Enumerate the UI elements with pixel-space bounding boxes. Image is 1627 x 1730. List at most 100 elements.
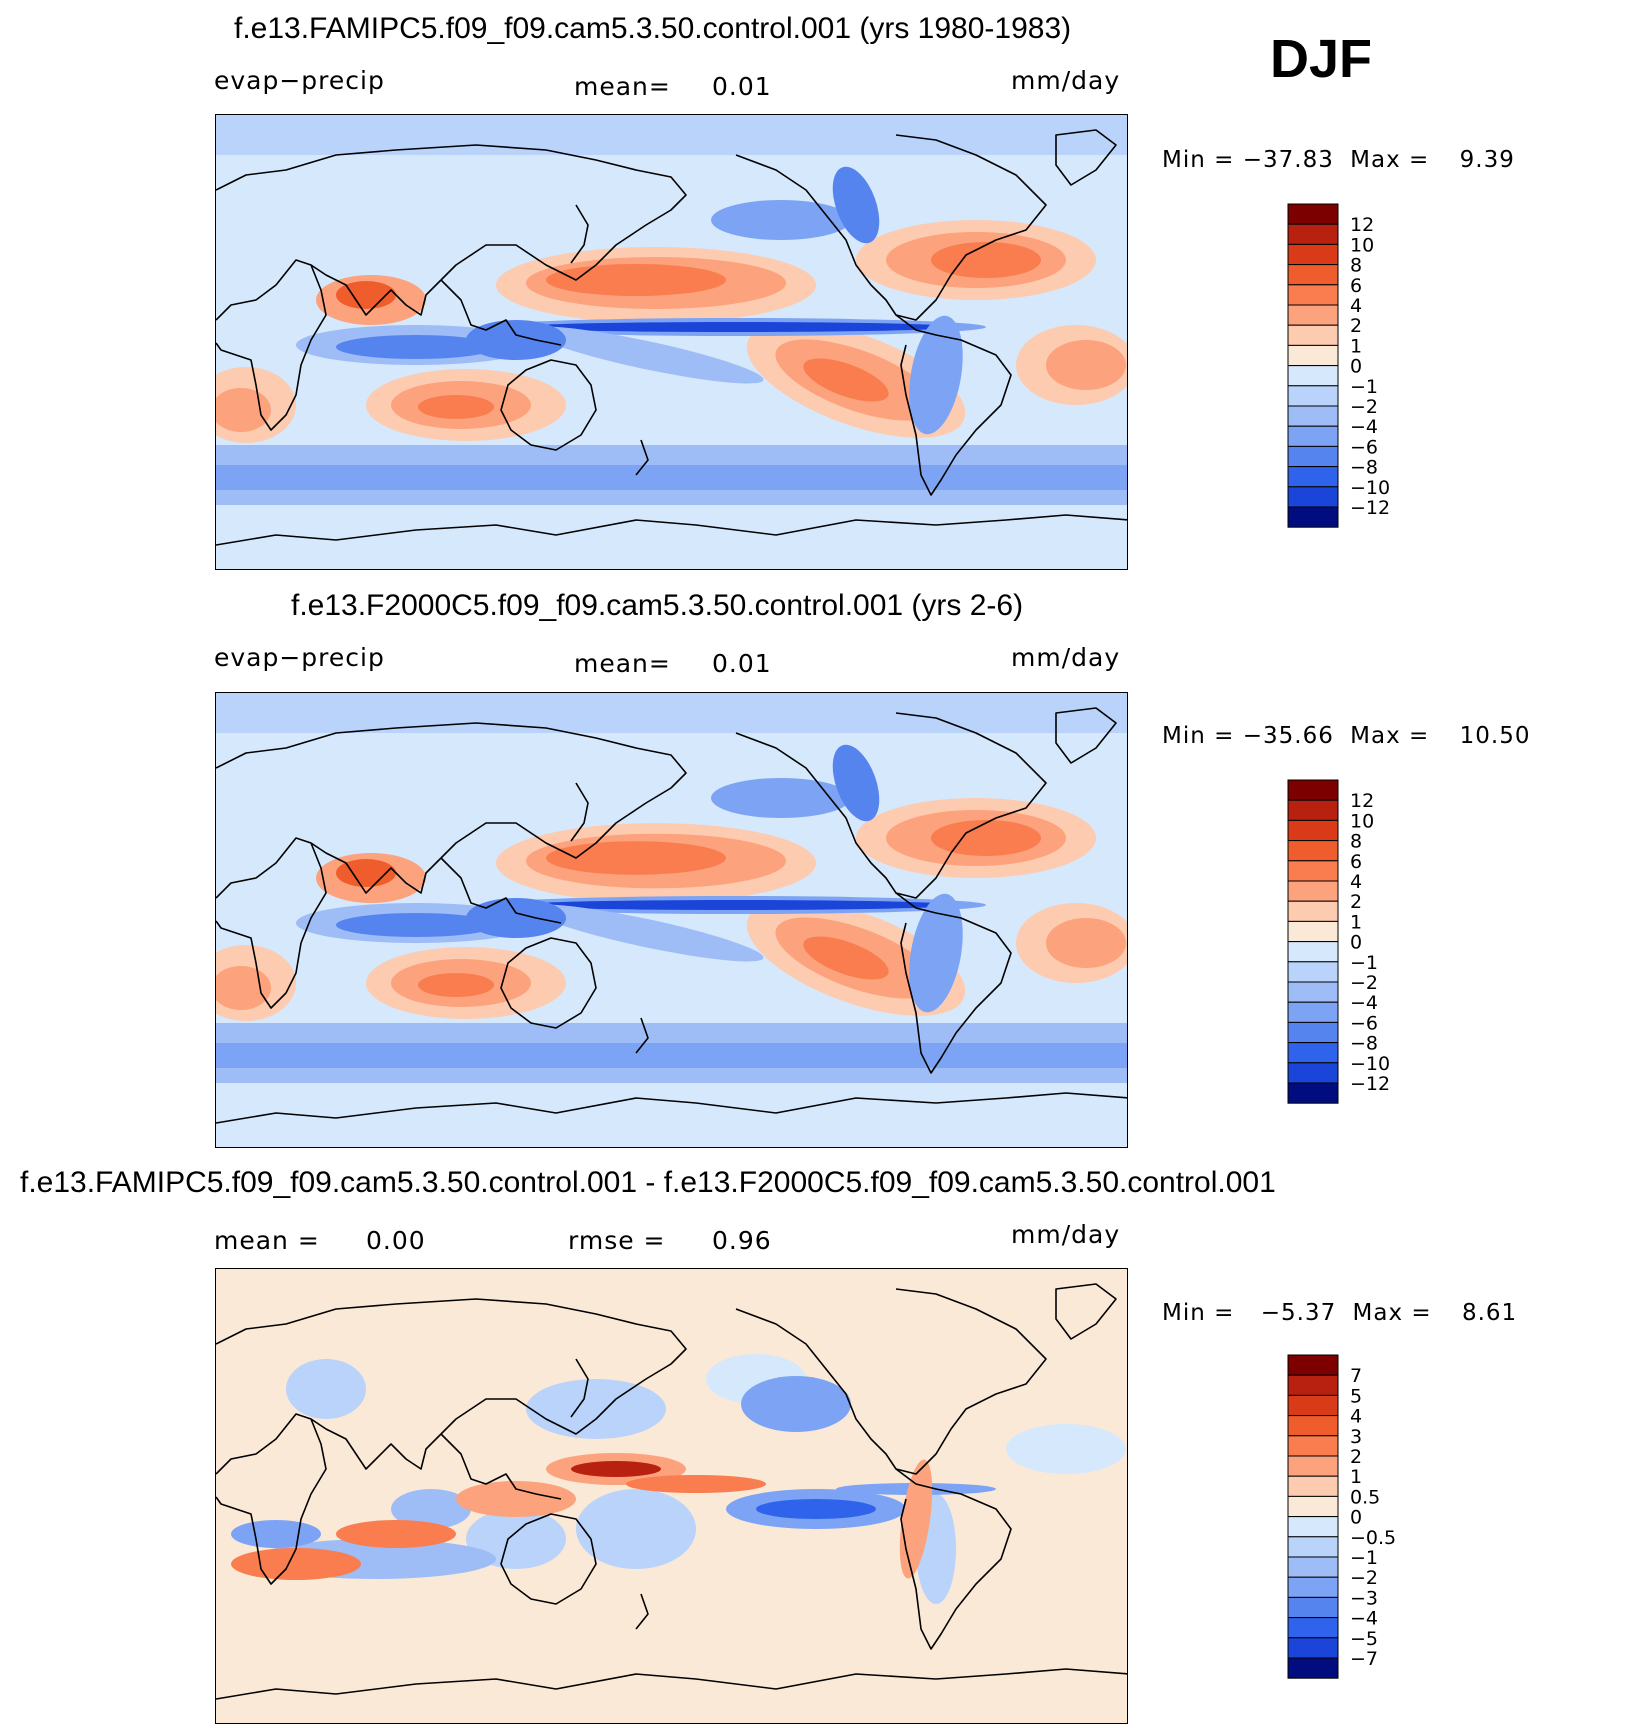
colorbar-swatch bbox=[1287, 1475, 1339, 1497]
colorbar-tick-label: −2 bbox=[1350, 396, 1378, 418]
panel-3-max-label: Max bbox=[1352, 1300, 1404, 1326]
coastline-segment bbox=[570, 1358, 589, 1418]
arabian-sea-peak bbox=[336, 859, 396, 887]
panel-1-min-label: Min bbox=[1162, 147, 1206, 173]
maritime-continent bbox=[466, 898, 566, 938]
colorbar-swatch bbox=[1287, 264, 1339, 286]
colorbar-swatch bbox=[1287, 1042, 1339, 1064]
colorbar-swatch bbox=[1287, 1596, 1339, 1619]
coastline-segment bbox=[216, 144, 687, 281]
spcz bbox=[528, 904, 764, 962]
west-pacific-peak bbox=[571, 1461, 661, 1477]
south-east-atlantic-core bbox=[216, 388, 271, 432]
north-pacific-peak bbox=[546, 264, 726, 296]
negative-anomaly bbox=[526, 1379, 666, 1439]
panel-1-variable-label: evap−precip bbox=[214, 66, 385, 95]
coastline-segment bbox=[440, 279, 562, 346]
panel-2-colorbar: 12 10 8 6 4 2 1 0 −1 −2 −4 −6 −8 −10 −12 bbox=[1287, 779, 1390, 1105]
north-atlantic-peak bbox=[931, 820, 1041, 856]
colorbar-swatch bbox=[1287, 1516, 1339, 1538]
colorbar-swatch bbox=[1287, 1617, 1339, 1639]
season-label: DJF bbox=[1270, 29, 1373, 89]
colorbar-tick-label: −1 bbox=[1350, 1547, 1378, 1569]
colorbar-swatch bbox=[1287, 1495, 1339, 1518]
colorbar-swatch bbox=[1287, 1455, 1339, 1477]
coastline-segment bbox=[735, 134, 1047, 321]
negative-anomaly bbox=[576, 1489, 696, 1569]
colorbar-swatch bbox=[1287, 1415, 1339, 1437]
colorbar-tick-label: −0.5 bbox=[1350, 1527, 1396, 1549]
panel-2-title: f.e13.F2000C5.f09_f09.cam5.3.50.control.… bbox=[291, 589, 1024, 622]
colorbar-tick-label: 6 bbox=[1350, 275, 1362, 297]
colorbar-swatch bbox=[1287, 1637, 1339, 1659]
coastline-segment bbox=[216, 514, 1127, 546]
colorbar-tick-label: 10 bbox=[1350, 810, 1374, 832]
panel-1-units-label: mm/day bbox=[1011, 66, 1121, 95]
colorbar-swatch bbox=[1287, 425, 1339, 447]
panel-1-title: f.e13.FAMIPC5.f09_f09.cam5.3.50.control.… bbox=[234, 12, 1072, 45]
south-east-atlantic-core bbox=[216, 966, 271, 1010]
negative-anomaly bbox=[391, 1489, 471, 1529]
field-contours bbox=[216, 115, 1127, 569]
maritime-positive bbox=[456, 1481, 576, 1517]
coastline-segment bbox=[895, 892, 1012, 1074]
panel-2-map bbox=[215, 692, 1128, 1148]
colorbar-swatch bbox=[1287, 1374, 1339, 1396]
colorbar-swatch bbox=[1287, 243, 1339, 266]
colorbar-tick-label: 2 bbox=[1350, 1446, 1362, 1468]
north-pacific-storm-track bbox=[711, 200, 851, 240]
coastline-segment bbox=[216, 722, 687, 859]
coastline-segment bbox=[570, 204, 589, 264]
south-atlantic-core bbox=[1046, 918, 1126, 968]
coastline-segment bbox=[216, 1092, 1127, 1124]
nh-highlat-band bbox=[216, 693, 1127, 733]
colorbar-tick-label: 8 bbox=[1350, 255, 1362, 277]
panel-2-mean-label: mean= bbox=[574, 649, 671, 678]
colorbar-tick-label: −3 bbox=[1350, 1587, 1378, 1609]
colorbar-swatch bbox=[1287, 860, 1339, 882]
panel-2-min-label: Min bbox=[1162, 723, 1206, 749]
alaska-coast bbox=[832, 166, 880, 244]
negative-anomaly bbox=[286, 1359, 366, 1419]
colorbar-tick-label: −1 bbox=[1350, 952, 1378, 974]
colorbar-swatch bbox=[1287, 1062, 1339, 1084]
coastline-segment bbox=[1055, 1283, 1117, 1340]
indian-ocean-convergence-core bbox=[336, 913, 496, 937]
colorbar-swatch bbox=[1287, 223, 1339, 245]
colorbar-tick-label: 2 bbox=[1350, 891, 1362, 913]
colorbar-swatch bbox=[1287, 1657, 1339, 1679]
panel-2-units-label: mm/day bbox=[1011, 643, 1121, 672]
panel-3-min-value: −5.37 bbox=[1260, 1300, 1337, 1326]
colorbar-tick-label: −2 bbox=[1350, 1567, 1378, 1589]
colorbar-swatch bbox=[1287, 304, 1339, 326]
colorbar-swatch bbox=[1287, 445, 1339, 468]
colorbar-tick-label: 0 bbox=[1350, 932, 1362, 954]
colorbar-swatch bbox=[1287, 365, 1339, 387]
colorbar-tick-label: 0 bbox=[1350, 1507, 1362, 1529]
south-indian-peak bbox=[418, 395, 494, 419]
panel-1-max-value: 9.39 bbox=[1459, 147, 1515, 173]
colorbar-tick-label: 10 bbox=[1350, 234, 1374, 256]
colorbar-swatch bbox=[1287, 486, 1339, 508]
coastline-segment bbox=[570, 782, 589, 842]
field-plot bbox=[216, 693, 1127, 1147]
south-atlantic-core bbox=[1046, 340, 1126, 390]
panel-3-map bbox=[215, 1268, 1128, 1724]
panel-1-min-value: −37.83 bbox=[1242, 147, 1334, 173]
coastlines bbox=[216, 707, 1127, 1124]
coastline-segment bbox=[216, 1298, 687, 1435]
nh-highlat-band bbox=[216, 115, 1127, 155]
colorbar-tick-label: 4 bbox=[1350, 295, 1362, 317]
colorbar-tick-label: −6 bbox=[1350, 1012, 1378, 1034]
colorbar-tick-label: 4 bbox=[1350, 1406, 1362, 1428]
negative-anomaly bbox=[1006, 1424, 1126, 1474]
colorbar-swatch bbox=[1287, 981, 1339, 1003]
colorbar-swatch bbox=[1287, 1536, 1339, 1558]
south-indian-peak bbox=[418, 973, 494, 997]
colorbar-tick-label: 12 bbox=[1350, 790, 1374, 812]
colorbar-swatch bbox=[1287, 840, 1339, 862]
background-fill bbox=[216, 1269, 1127, 1723]
colorbar-tick-label: 8 bbox=[1350, 831, 1362, 853]
south-pacific-peak bbox=[803, 358, 889, 402]
